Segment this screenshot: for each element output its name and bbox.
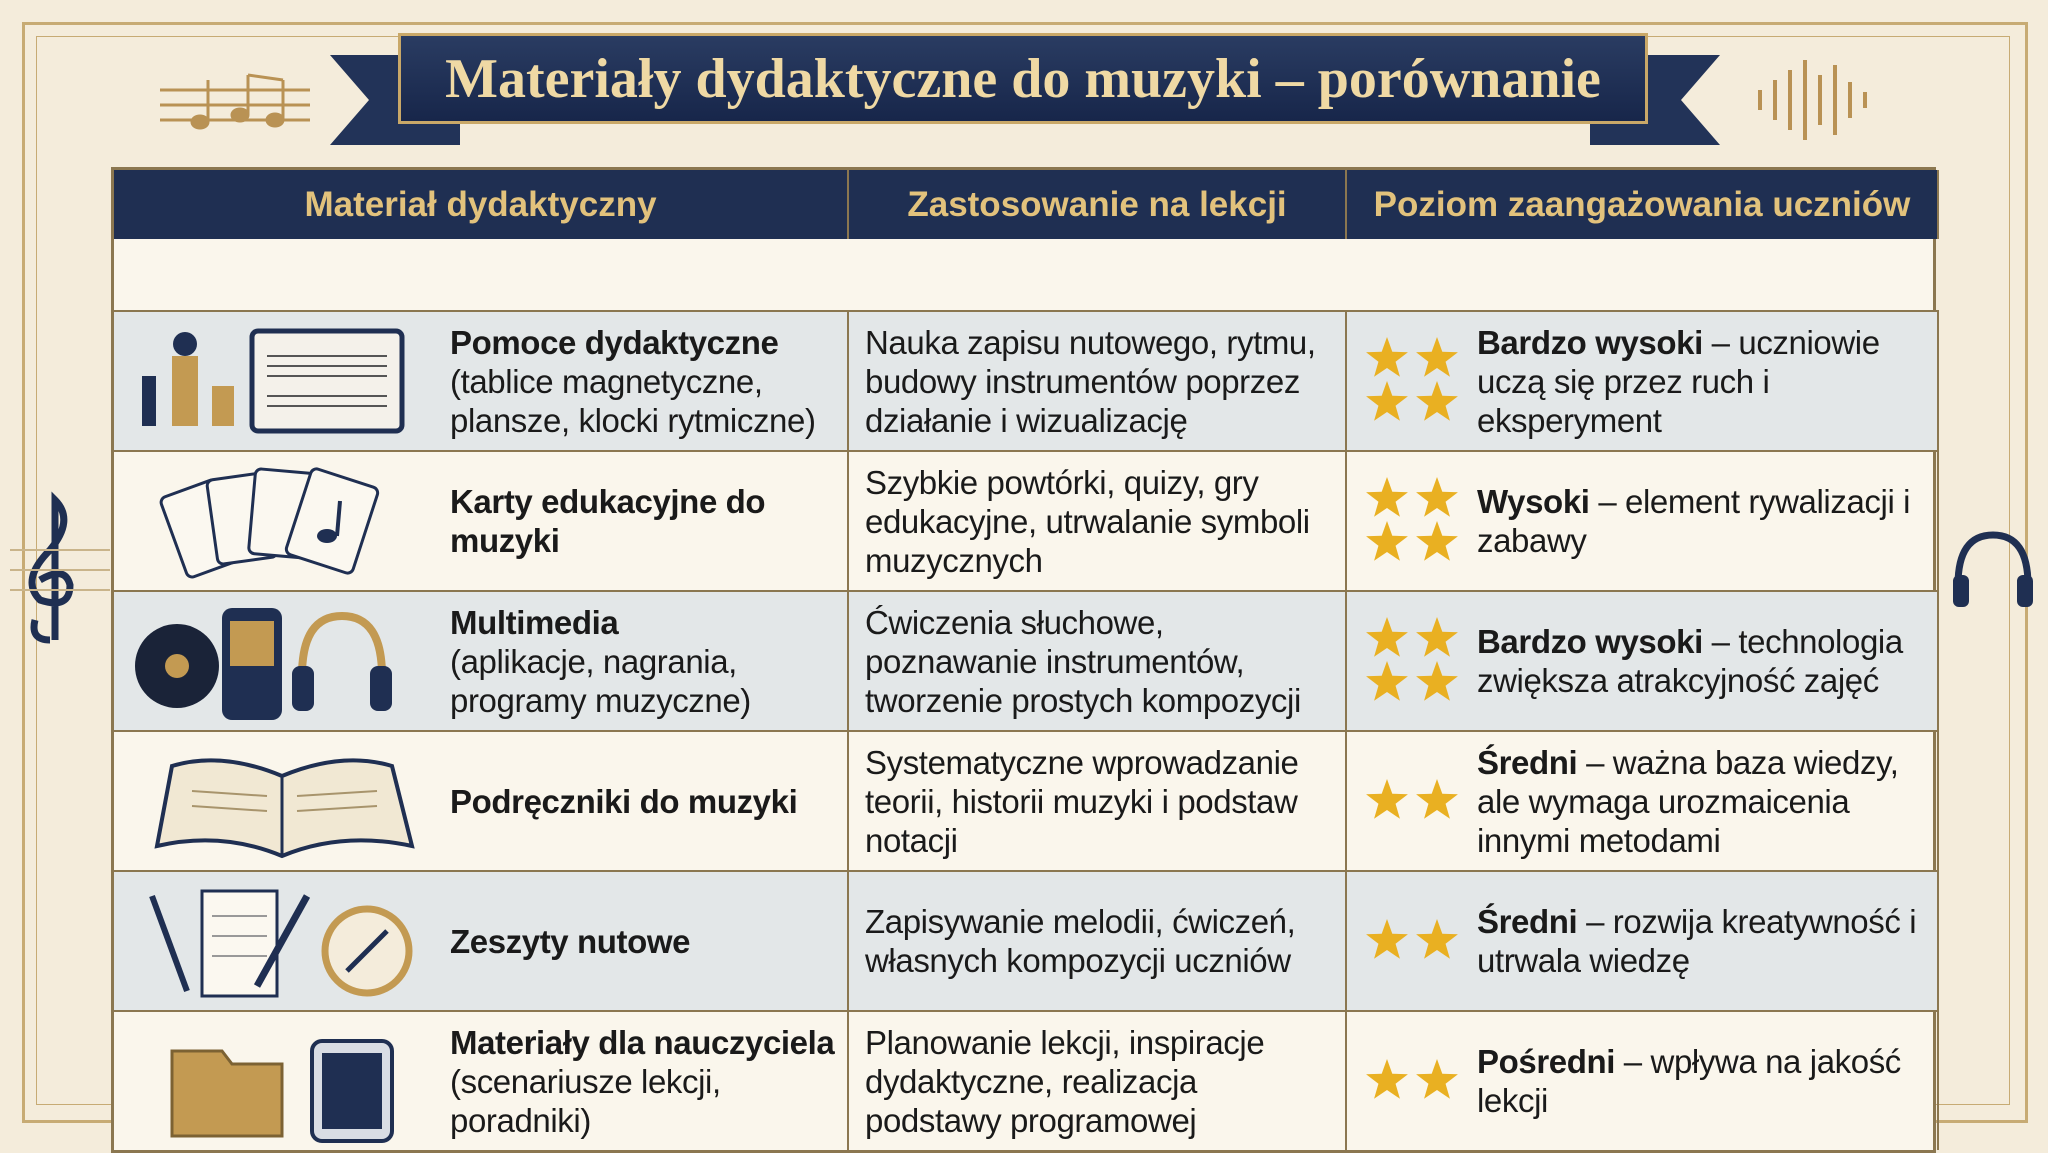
usage-cell: Ćwiczenia słuchowe, poznawanie instrumen… xyxy=(849,590,1347,730)
star xyxy=(1366,617,1408,657)
star xyxy=(1366,337,1408,377)
icon-graphic xyxy=(149,889,413,998)
material-text: Karty edukacyjne do muzyki xyxy=(450,482,847,560)
level-text: Bardzo wysoki – uczniowie uczą się przez… xyxy=(1477,323,1937,440)
usage-cell: Szybkie powtórki, quizy, gry edukacyjne,… xyxy=(849,450,1347,590)
usage-cell: Planowanie lekcji, inspiracje dydaktyczn… xyxy=(849,1010,1347,1150)
star xyxy=(1416,477,1458,517)
stars xyxy=(1366,779,1458,819)
level-description: – rozwija kreatywność i utrwala wiedzę xyxy=(1477,903,1917,979)
level-description: – uczniowie uczą się przez ruch i eksper… xyxy=(1477,323,1880,439)
sound-wave xyxy=(1758,60,1867,140)
material-icon xyxy=(114,316,450,446)
title-banner: Materiały dydaktyczne do muzyki – porówn… xyxy=(398,33,1648,124)
material-text: Pomoce dydaktyczne (tablice magnetyczne, … xyxy=(450,323,847,440)
material-text: Zeszyty nutowe xyxy=(450,922,691,961)
level-name: Bardzo wysoki xyxy=(1477,623,1703,660)
level-name: Wysoki xyxy=(1477,483,1590,520)
star xyxy=(1416,381,1458,421)
star xyxy=(1416,779,1458,819)
column-header: Poziom zaangażowania uczniów xyxy=(1347,170,1939,239)
level-name: Bardzo wysoki xyxy=(1477,323,1703,361)
material-icon xyxy=(114,1016,450,1146)
material-icon xyxy=(114,736,450,866)
star xyxy=(1416,521,1458,561)
level-cell: Bardzo wysoki – technologia zwiększa atr… xyxy=(1347,590,1939,730)
level-name: Średni xyxy=(1477,903,1578,940)
level-name: Średni xyxy=(1477,743,1578,781)
material-name: Zeszyty nutowe xyxy=(450,922,691,960)
star xyxy=(1366,477,1408,517)
star xyxy=(1366,521,1408,561)
material-cell: Zeszyty nutowe xyxy=(114,870,849,1010)
usage-cell: Systematyczne wprowadzanie teorii, histo… xyxy=(849,730,1347,870)
level-cell: Średni – rozwija kreatywność i utrwala w… xyxy=(1347,870,1939,1010)
level-text: Bardzo wysoki – technologia zwiększa atr… xyxy=(1477,622,1937,700)
level-text: Średni – ważna baza wiedzy, ale wymaga u… xyxy=(1477,743,1937,860)
level-cell: Bardzo wysoki – uczniowie uczą się przez… xyxy=(1347,310,1939,450)
material-name: Podręczniki do muzyki xyxy=(450,782,798,820)
headphones-decoration xyxy=(1953,531,2033,607)
star xyxy=(1416,661,1458,701)
column-header: Materiał dydaktyczny xyxy=(114,170,849,239)
stars xyxy=(1366,337,1458,421)
icon-graphic xyxy=(159,467,380,579)
material-icon xyxy=(114,876,450,1006)
material-details: (scenariusze lekcji, poradniki) xyxy=(450,1062,721,1139)
star xyxy=(1416,919,1458,959)
title: Materiały dydaktyczne do muzyki – porówn… xyxy=(445,47,1601,110)
usage-cell: Nauka zapisu nutowego, rytmu, budowy ins… xyxy=(849,310,1347,450)
material-name: Karty edukacyjne do muzyki xyxy=(450,483,766,559)
star xyxy=(1416,337,1458,377)
level-text: Średni – rozwija kreatywność i utrwala w… xyxy=(1477,902,1937,980)
treble-clef-decoration xyxy=(10,491,110,644)
notes-decoration xyxy=(160,73,310,130)
material-name: Multimedia xyxy=(450,603,619,641)
material-icon xyxy=(114,456,450,586)
material-details: (aplikacje, nagrania, programy muzyczne) xyxy=(450,642,751,719)
star xyxy=(1366,779,1408,819)
icon-graphic xyxy=(170,1039,394,1143)
level-text: Pośredni – wpływa na jakość lekcji xyxy=(1477,1042,1937,1120)
star xyxy=(1366,919,1408,959)
star xyxy=(1366,1059,1408,1099)
material-details: (tablice magnetyczne, plansze, klocki ry… xyxy=(450,362,816,439)
comparison-table: Materiał dydaktyczny Zastosowanie na lekc… xyxy=(111,167,1939,1153)
icon-graphic xyxy=(135,608,392,720)
star xyxy=(1366,661,1408,701)
material-cell: Podręczniki do muzyki xyxy=(114,730,849,870)
icon-graphic xyxy=(142,328,405,434)
level-description: – wpływa na jakość lekcji xyxy=(1477,1043,1901,1119)
material-name: Pomoce dydaktyczne xyxy=(450,323,779,361)
level-name: Pośredni xyxy=(1477,1043,1616,1080)
material-name: Materiały dla nauczyciela xyxy=(450,1023,835,1061)
material-cell: Multimedia (aplikacje, nagrania, programy… xyxy=(114,590,849,730)
star xyxy=(1366,381,1408,421)
material-text: Multimedia (aplikacje, nagrania, programy… xyxy=(450,603,847,720)
level-description: – ważna baza wiedzy, ale wymaga urozmaic… xyxy=(1477,743,1899,859)
material-text: Podręczniki do muzyki xyxy=(450,782,798,821)
level-text: Wysoki – element rywalizacji i zabawy xyxy=(1477,482,1937,560)
column-header: Zastosowanie na lekcji xyxy=(849,170,1347,239)
material-cell: Pomoce dydaktyczne (tablice magnetyczne, … xyxy=(114,310,849,450)
star xyxy=(1416,617,1458,657)
level-cell: Wysoki – element rywalizacji i zabawy xyxy=(1347,450,1939,590)
level-description: – element rywalizacji i zabawy xyxy=(1477,483,1911,559)
material-cell: Karty edukacyjne do muzyki xyxy=(114,450,849,590)
material-icon xyxy=(114,596,450,726)
star xyxy=(1416,1059,1458,1099)
level-cell: Pośredni – wpływa na jakość lekcji xyxy=(1347,1010,1939,1150)
stars xyxy=(1366,617,1458,701)
level-cell: Średni – ważna baza wiedzy, ale wymaga u… xyxy=(1347,730,1939,870)
icon-graphic xyxy=(154,758,415,859)
material-cell: Materiały dla nauczyciela (scenariusze le… xyxy=(114,1010,849,1150)
material-text: Materiały dla nauczyciela (scenariusze le… xyxy=(450,1023,847,1140)
stars xyxy=(1366,919,1458,959)
usage-cell: Zapisywanie melodii, ćwiczeń, własnych k… xyxy=(849,870,1347,1010)
stars xyxy=(1366,477,1458,561)
level-description: – technologia zwiększa atrakcyjność zaję… xyxy=(1477,623,1903,699)
stars xyxy=(1366,1059,1458,1099)
